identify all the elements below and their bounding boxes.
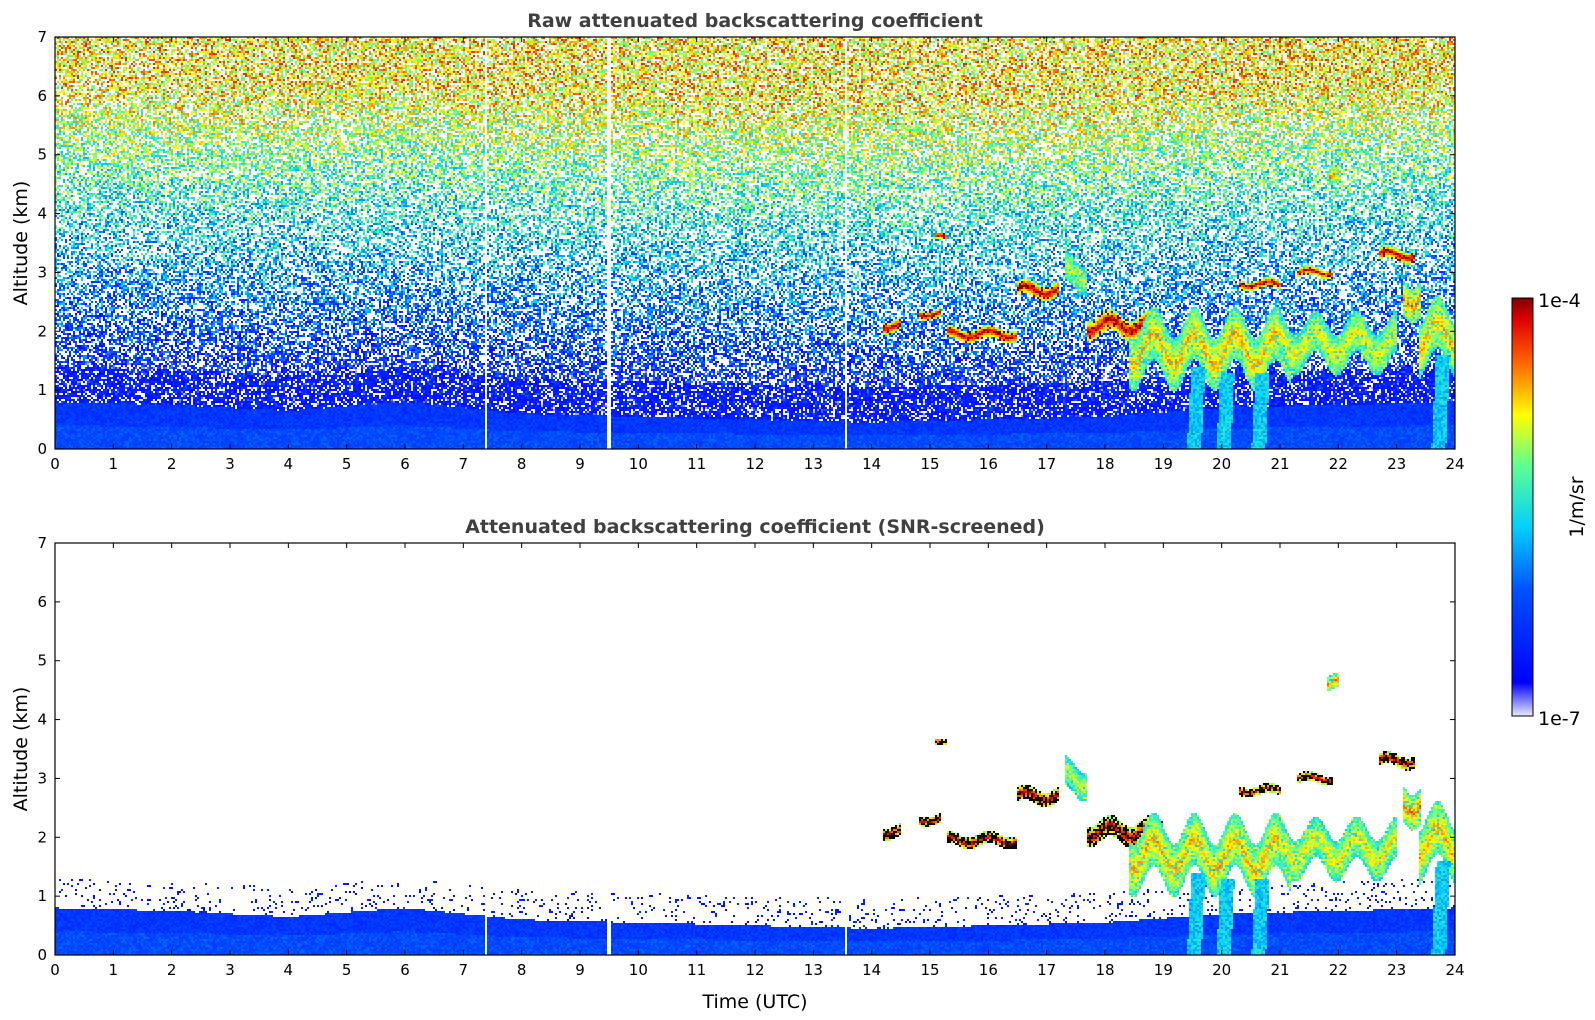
screened-y-tick-label: 4 — [37, 711, 47, 729]
screened-x-tick-label: 8 — [517, 961, 527, 979]
screened-x-tick-label: 9 — [575, 961, 585, 979]
raw-y-tick-label: 1 — [37, 381, 47, 399]
screened-x-tick-label: 1 — [109, 961, 119, 979]
screened-y-axis-label: Altitude (km) — [10, 687, 32, 812]
screened-x-tick-label: 22 — [1329, 961, 1348, 979]
screened-x-tick-label: 12 — [745, 961, 764, 979]
x-axis-label: Time (UTC) — [701, 991, 807, 1013]
screened-x-tick-label: 11 — [687, 961, 706, 979]
raw-x-tick-label: 23 — [1387, 455, 1406, 473]
raw-y-tick-label: 4 — [37, 205, 47, 223]
screened-x-tick-label: 16 — [979, 961, 998, 979]
screened-y-tick-label: 0 — [37, 946, 47, 964]
raw-x-tick-label: 14 — [862, 455, 881, 473]
screened-x-tick-label: 21 — [1270, 961, 1289, 979]
screened-x-tick-label: 23 — [1387, 961, 1406, 979]
raw-y-tick-label: 0 — [37, 440, 47, 458]
raw-x-tick-label: 19 — [1154, 455, 1173, 473]
raw-x-tick-label: 0 — [50, 455, 60, 473]
screened-backscatter-panel: Attenuated backscattering coefficient (S… — [10, 516, 1465, 1013]
raw-y-axis-label: Altitude (km) — [10, 181, 32, 306]
screened-y-tick-label: 6 — [37, 593, 47, 611]
screened-x-tick-label: 15 — [920, 961, 939, 979]
screened-x-tick-label: 17 — [1037, 961, 1056, 979]
screened-x-tick-label: 0 — [50, 961, 60, 979]
screened-y-tick-label: 5 — [37, 652, 47, 670]
raw-x-tick-label: 10 — [629, 455, 648, 473]
raw-x-axis: 0 1 2 3 4 5 6 7 8 9 10 11 12 13 14 15 16 17 18 19 20 21 22 23 24 — [50, 37, 1465, 473]
colorbar: 1e-4 1e-7 1/m/sr — [1511, 290, 1588, 730]
raw-heatmap — [55, 37, 1455, 449]
raw-x-tick-label: 7 — [459, 455, 469, 473]
raw-y-tick-label: 7 — [37, 28, 47, 46]
raw-x-tick-label: 3 — [225, 455, 235, 473]
raw-x-tick-label: 1 — [109, 455, 119, 473]
colorbar-min-label: 1e-7 — [1538, 708, 1581, 730]
raw-x-tick-label: 5 — [342, 455, 352, 473]
colorbar-gradient — [1511, 297, 1534, 717]
screened-x-tick-label: 4 — [284, 961, 294, 979]
raw-x-tick-label: 17 — [1037, 455, 1056, 473]
raw-y-tick-label: 3 — [37, 263, 47, 281]
screened-y-tick-label: 2 — [37, 828, 47, 846]
raw-y-tick-label: 2 — [37, 322, 47, 340]
screened-x-tick-label: 7 — [459, 961, 469, 979]
colorbar-max-label: 1e-4 — [1538, 290, 1581, 312]
screened-x-tick-label: 10 — [629, 961, 648, 979]
screened-x-axis: 0 1 2 3 4 5 6 7 8 9 10 11 12 13 14 15 16 17 18 19 20 21 22 23 24 — [50, 543, 1465, 979]
screened-panel-title: Attenuated backscattering coefficient (S… — [465, 516, 1045, 538]
raw-x-tick-label: 22 — [1329, 455, 1348, 473]
screened-x-tick-label: 24 — [1445, 961, 1464, 979]
raw-x-tick-label: 21 — [1270, 455, 1289, 473]
raw-x-tick-label: 13 — [804, 455, 823, 473]
raw-x-tick-label: 20 — [1212, 455, 1231, 473]
raw-x-tick-label: 2 — [167, 455, 177, 473]
raw-x-tick-label: 16 — [979, 455, 998, 473]
raw-x-tick-label: 4 — [284, 455, 294, 473]
screened-x-tick-label: 14 — [862, 961, 881, 979]
raw-backscatter-panel: Raw attenuated backscattering coefficien… — [10, 10, 1465, 473]
screened-x-tick-label: 5 — [342, 961, 352, 979]
colorbar-label: 1/m/sr — [1566, 476, 1588, 537]
raw-x-tick-label: 11 — [687, 455, 706, 473]
screened-y-axis: 0 1 2 3 4 5 6 7 — [37, 534, 1455, 964]
screened-x-tick-label: 6 — [400, 961, 410, 979]
raw-x-tick-label: 8 — [517, 455, 527, 473]
raw-panel-title: Raw attenuated backscattering coefficien… — [527, 10, 983, 32]
raw-y-tick-label: 5 — [37, 146, 47, 164]
screened-y-tick-label: 1 — [37, 887, 47, 905]
screened-y-tick-label: 3 — [37, 769, 47, 787]
screened-y-tick-label: 7 — [37, 534, 47, 552]
screened-heatmap — [55, 543, 1455, 955]
screened-x-tick-label: 2 — [167, 961, 177, 979]
raw-x-tick-label: 18 — [1095, 455, 1114, 473]
raw-x-tick-label: 15 — [920, 455, 939, 473]
screened-x-tick-label: 19 — [1154, 961, 1173, 979]
screened-x-tick-label: 18 — [1095, 961, 1114, 979]
raw-x-tick-label: 12 — [745, 455, 764, 473]
screened-x-tick-label: 13 — [804, 961, 823, 979]
raw-x-tick-label: 9 — [575, 455, 585, 473]
screened-x-tick-label: 3 — [225, 961, 235, 979]
raw-x-tick-label: 6 — [400, 455, 410, 473]
raw-y-tick-label: 6 — [37, 87, 47, 105]
raw-y-axis: 0 1 2 3 4 5 6 7 — [37, 28, 1455, 458]
raw-x-tick-label: 24 — [1445, 455, 1464, 473]
screened-x-tick-label: 20 — [1212, 961, 1231, 979]
